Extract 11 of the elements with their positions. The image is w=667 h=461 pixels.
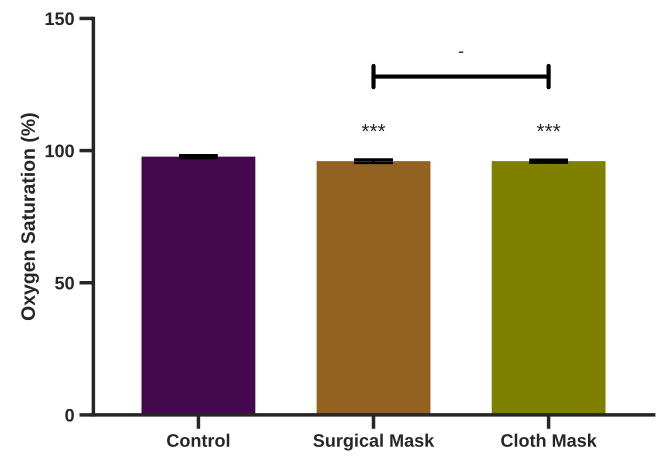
y-tick-label: 0 [65, 408, 74, 422]
annotation: - [458, 51, 464, 53]
y-axis-title: Oxygen Saturation (%) [20, 113, 39, 320]
annotation: *** [536, 124, 560, 132]
y-tick-label: 100 [46, 144, 74, 158]
x-tick-label: Control [167, 434, 230, 447]
annotation: *** [362, 124, 386, 132]
y-tick-label: 150 [46, 12, 74, 26]
x-tick-label: Surgical Mask [313, 434, 434, 451]
y-tick-label: 50 [55, 276, 74, 290]
x-tick-label: Cloth Mask [501, 434, 597, 447]
